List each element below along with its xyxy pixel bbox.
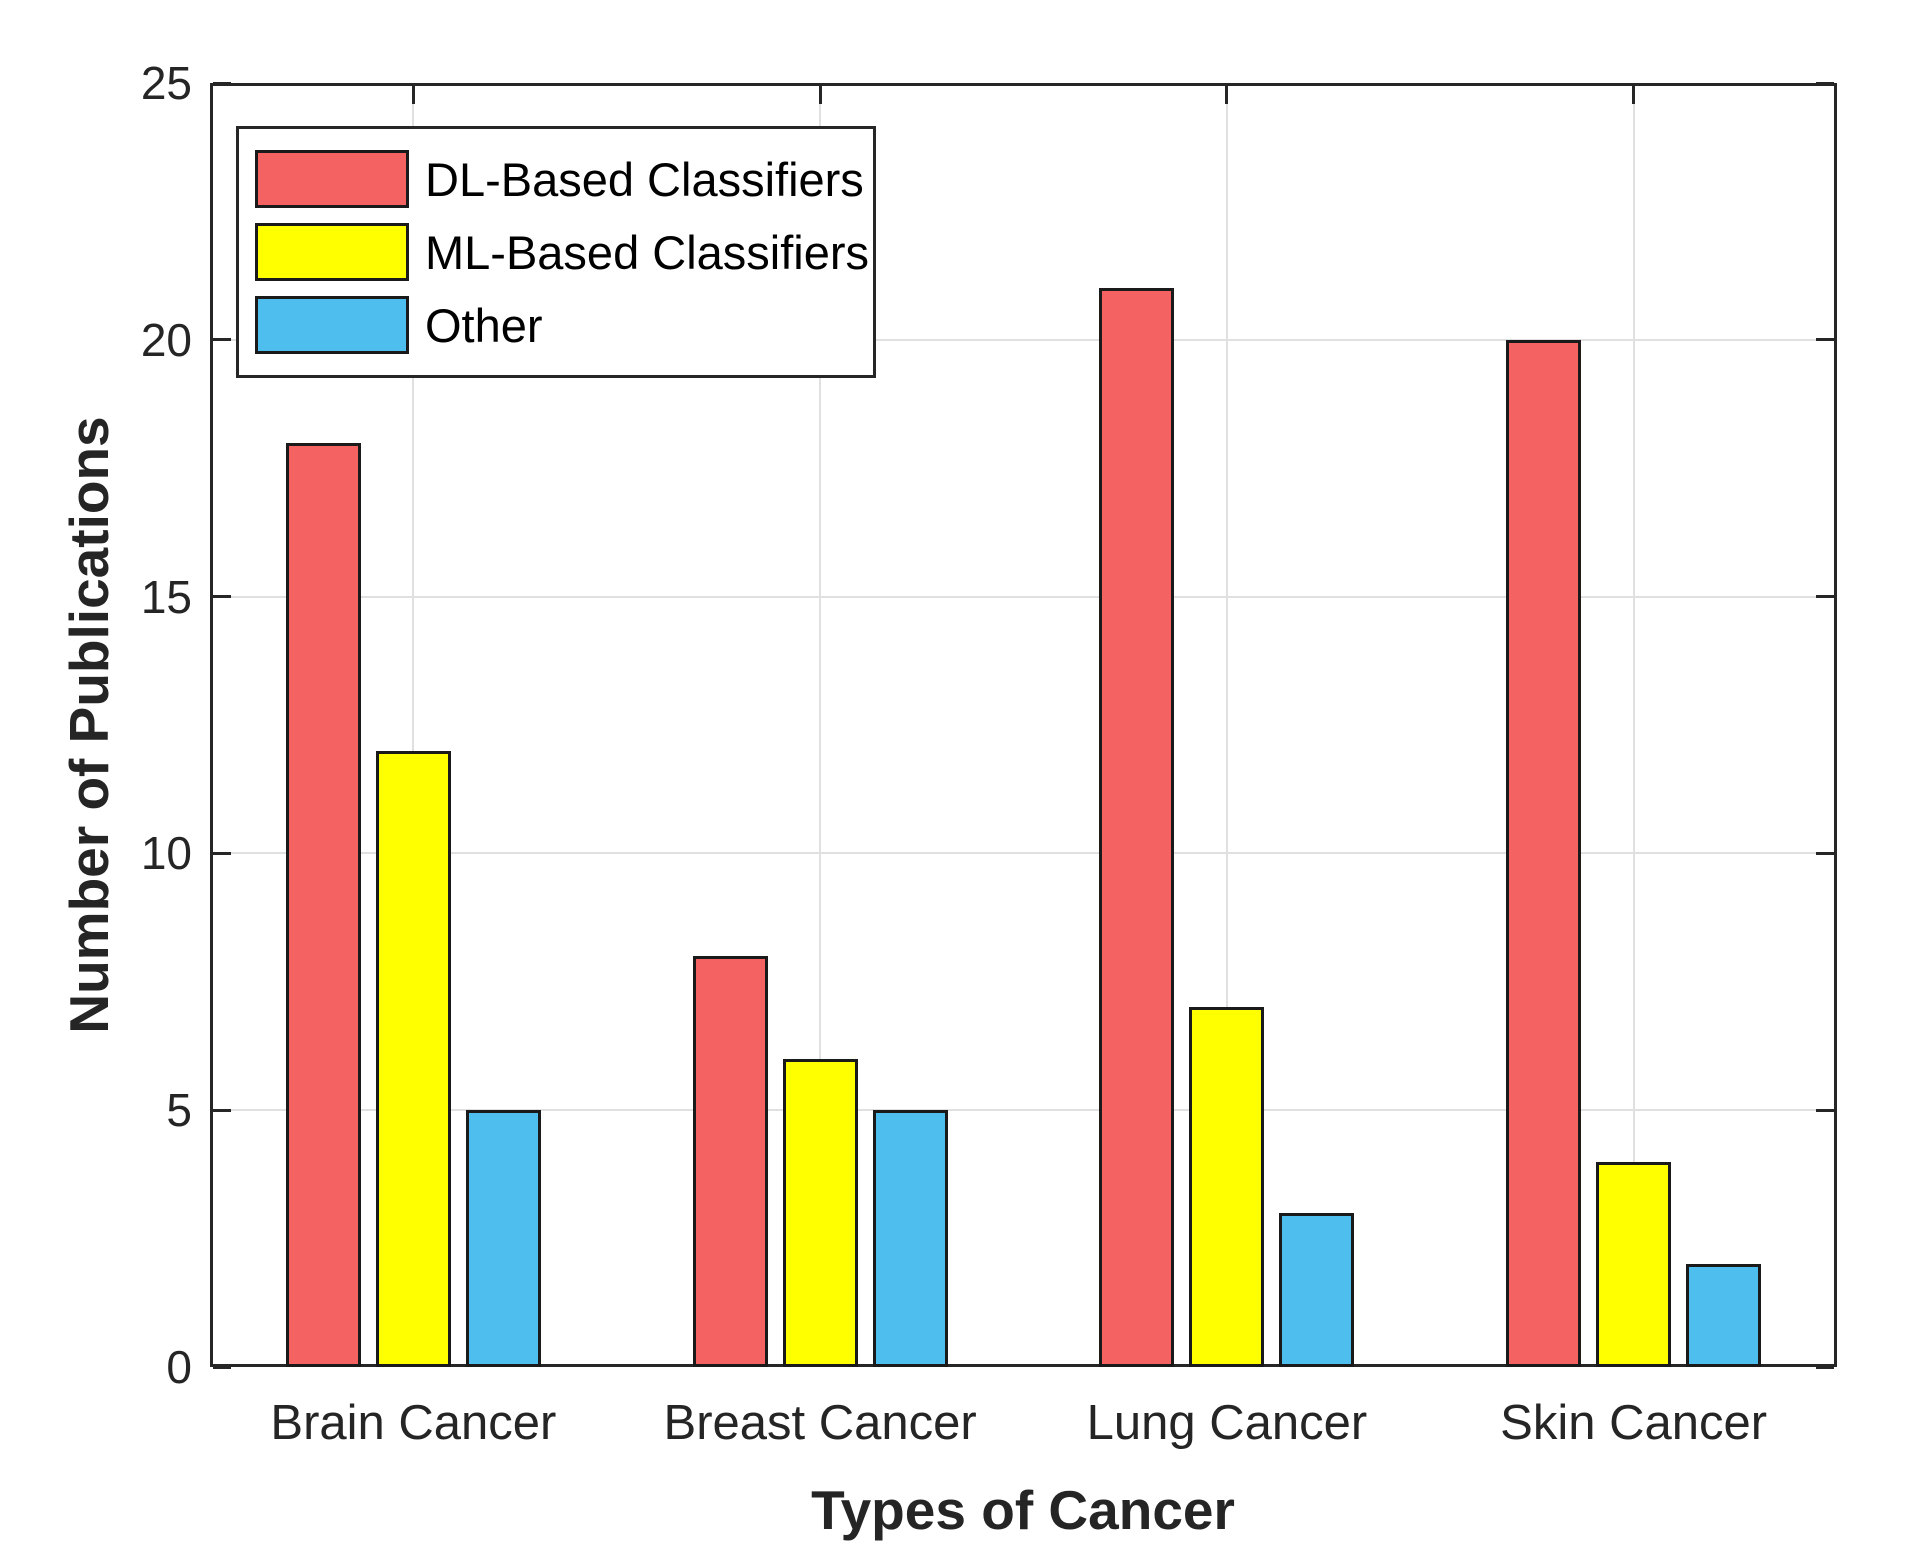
bar-dl-based-classifiers-breast-cancer — [692, 956, 768, 1367]
axis-tick-left-25 — [213, 81, 231, 85]
bar-ml-based-classifiers-brain-cancer — [375, 750, 451, 1367]
axis-tick-right-10 — [1816, 851, 1834, 855]
x-tick-label-breast-cancer: Breast Cancer — [663, 1396, 977, 1450]
legend-label-dl: DL-Based Classifiers — [425, 152, 864, 206]
legend-swatch-other — [255, 296, 409, 354]
bar-dl-based-classifiers-skin-cancer — [1506, 339, 1582, 1367]
y-tick-label-10: 10 — [140, 827, 192, 880]
y-axis-title: Number of Publications — [58, 416, 120, 1034]
bar-other-skin-cancer — [1686, 1264, 1762, 1367]
axis-tick-top-breast-cancer — [818, 86, 822, 104]
axis-tick-left-15 — [213, 595, 231, 599]
x-axis-title: Types of Cancer — [811, 1479, 1235, 1541]
axis-tick-left-20 — [213, 338, 231, 342]
v-gridline-lung-cancer — [1225, 86, 1228, 1364]
axis-tick-left-10 — [213, 851, 231, 855]
y-tick-label-15: 15 — [140, 570, 192, 623]
axis-tick-left-5 — [213, 1108, 231, 1112]
bar-dl-based-classifiers-lung-cancer — [1099, 288, 1175, 1367]
legend-swatch-ml — [255, 223, 409, 281]
legend-swatch-dl — [255, 150, 409, 208]
legend-entry-dl: DL-Based Classifiers — [255, 150, 873, 208]
axis-tick-right-15 — [1816, 595, 1834, 599]
h-gridline-10 — [213, 852, 1834, 855]
h-gridline-5 — [213, 1109, 1834, 1112]
axis-tick-right-5 — [1816, 1108, 1834, 1112]
h-gridline-20 — [213, 338, 1834, 341]
bar-ml-based-classifiers-breast-cancer — [782, 1058, 858, 1367]
bar-other-breast-cancer — [872, 1110, 948, 1367]
y-tick-label-0: 0 — [166, 1341, 192, 1393]
legend-label-ml: ML-Based Classifiers — [425, 225, 870, 279]
bar-ml-based-classifiers-lung-cancer — [1189, 1007, 1265, 1367]
axis-tick-right-25 — [1816, 81, 1834, 85]
axis-tick-top-lung-cancer — [1225, 86, 1229, 104]
legend: DL-Based Classifiers ML-Based Classifier… — [236, 126, 876, 378]
y-tick-label-25: 25 — [140, 57, 192, 109]
axis-tick-right-20 — [1816, 338, 1834, 342]
axis-tick-top-skin-cancer — [1632, 86, 1636, 104]
x-tick-label-brain-cancer: Brain Cancer — [270, 1396, 557, 1450]
legend-entry-other: Other — [255, 296, 873, 354]
bar-other-brain-cancer — [465, 1110, 541, 1367]
legend-label-other: Other — [425, 298, 543, 352]
x-tick-label-skin-cancer: Skin Cancer — [1500, 1396, 1768, 1450]
v-gridline-skin-cancer — [1632, 86, 1635, 1364]
y-tick-label-20: 20 — [140, 313, 192, 366]
legend-entry-ml: ML-Based Classifiers — [255, 223, 873, 281]
bar-other-lung-cancer — [1279, 1212, 1355, 1367]
axis-tick-top-brain-cancer — [411, 86, 415, 104]
v-gridline-breast-cancer — [819, 86, 822, 1364]
v-gridline-brain-cancer — [412, 86, 415, 1364]
y-tick-label-5: 5 — [166, 1084, 192, 1137]
axis-tick-right-0 — [1816, 1365, 1834, 1369]
bar-dl-based-classifiers-brain-cancer — [285, 442, 361, 1367]
axis-tick-left-0 — [213, 1365, 231, 1369]
plot-area — [210, 81, 1837, 1369]
x-tick-label-lung-cancer: Lung Cancer — [1086, 1396, 1368, 1450]
h-gridline-15 — [213, 595, 1834, 598]
bar-ml-based-classifiers-skin-cancer — [1596, 1161, 1672, 1367]
